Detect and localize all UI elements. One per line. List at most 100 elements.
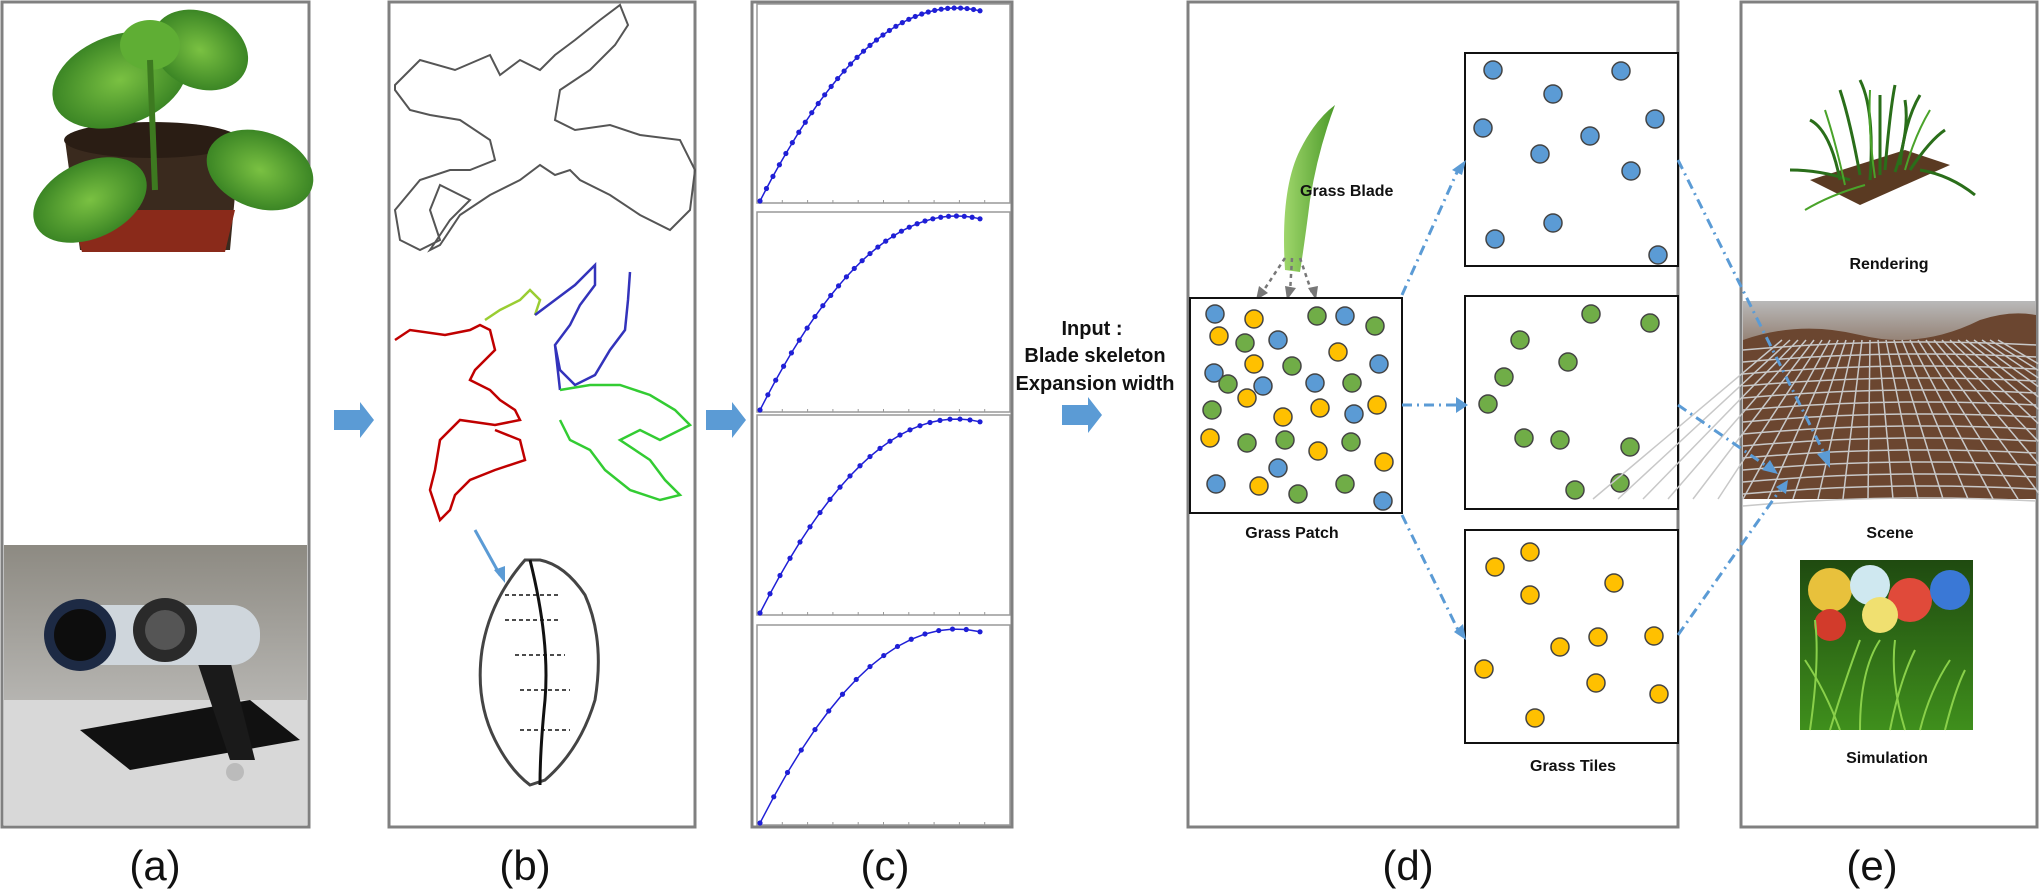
patch-dot <box>1373 491 1393 511</box>
curve-plot-1 <box>756 3 1011 204</box>
tile-dot <box>1543 84 1563 104</box>
tile-dot <box>1485 229 1505 249</box>
tile-dot <box>1558 352 1578 372</box>
patch-dot <box>1218 374 1238 394</box>
panel-e: Rendering Scene Simulation <box>1592 0 2039 829</box>
patch-dot <box>1342 373 1362 393</box>
tile-to-scene-arrows <box>1676 159 1827 636</box>
tile-dot <box>1620 437 1640 457</box>
patch-dot <box>1209 326 1229 346</box>
input-annotation: Input : Blade skeleton Expansion width <box>1016 318 1175 433</box>
leaf-contour-red <box>394 323 527 523</box>
panel-e-label: (e) <box>1846 842 1897 889</box>
patch-dot <box>1365 316 1385 336</box>
panel-d-label: (d) <box>1382 842 1433 889</box>
tile-dot <box>1604 573 1624 593</box>
tile-dot <box>1485 557 1505 577</box>
patch-dot <box>1282 356 1302 376</box>
patch-dot <box>1244 309 1264 329</box>
tile-dot <box>1565 480 1585 500</box>
tile-dot <box>1581 304 1601 324</box>
patch-dot <box>1275 430 1295 450</box>
tile-dot <box>1510 330 1530 350</box>
tile-dot <box>1550 637 1570 657</box>
tile-dot <box>1645 109 1665 129</box>
patch-dot <box>1253 376 1273 396</box>
patch-dot <box>1268 458 1288 478</box>
leaf-contour-yellowgreen <box>484 288 542 322</box>
patch-dot <box>1205 304 1225 324</box>
patch-dot <box>1237 388 1257 408</box>
panel-a-label: (a) <box>129 842 180 889</box>
curve-plot-4 <box>756 624 1011 826</box>
patch-dot <box>1310 398 1330 418</box>
patch-dot <box>1367 395 1387 415</box>
patch-dot <box>1273 407 1293 427</box>
patch-dot <box>1244 354 1264 374</box>
blade-dashed-arrows <box>1260 257 1314 294</box>
patch-dot <box>1268 330 1288 350</box>
simulation-image <box>1800 560 1973 731</box>
tile-dot <box>1473 118 1493 138</box>
curve-plot-2 <box>756 211 1011 413</box>
tile-dot <box>1640 313 1660 333</box>
scene-label: Scene <box>1866 525 1913 542</box>
tile-dot <box>1649 684 1669 704</box>
patch-dot <box>1344 404 1364 424</box>
patch-dot <box>1249 476 1269 496</box>
patch-dot <box>1237 433 1257 453</box>
tile-dot <box>1494 367 1514 387</box>
simulation-label: Simulation <box>1846 750 1928 767</box>
tile-dot <box>1644 626 1664 646</box>
tile-dot <box>1525 708 1545 728</box>
curve-plot-3 <box>756 414 1011 616</box>
patch-dot <box>1235 333 1255 353</box>
patch-dot <box>1307 306 1327 326</box>
tile-blue-box <box>1464 52 1679 267</box>
tile-dot <box>1520 542 1540 562</box>
plant-photo <box>33 9 314 252</box>
arrow-to-leaf <box>473 529 502 576</box>
tile-dot <box>1483 60 1503 80</box>
scene-image <box>1592 301 2039 507</box>
patch-to-tile-arrows <box>1400 169 1460 631</box>
patch-dot <box>1335 474 1355 494</box>
tile-dot <box>1550 430 1570 450</box>
leaf-contour-green <box>558 383 693 502</box>
leaf-contour-grey <box>393 3 697 253</box>
input-line2: Blade skeleton <box>1024 345 1165 367</box>
grass-tile-dots <box>1473 60 1669 728</box>
tile-dot <box>1580 126 1600 146</box>
input-line3: Expansion width <box>1016 373 1175 395</box>
tile-dot <box>1478 394 1498 414</box>
webcam-photo <box>4 545 307 825</box>
grass-blade-image <box>1284 105 1335 272</box>
input-line1: Input : <box>1061 318 1122 340</box>
panel-d: Grass Blade Grass Patch Grass Tiles <box>1186 0 1680 829</box>
patch-dot <box>1200 428 1220 448</box>
rendering-image <box>1789 79 1976 211</box>
arrow-c-to-d <box>1062 397 1102 433</box>
rendering-label: Rendering <box>1849 256 1928 273</box>
patch-dot <box>1374 452 1394 472</box>
tile-dot <box>1543 213 1563 233</box>
panel-c <box>750 0 1014 829</box>
leaf-contour-blue <box>534 261 632 391</box>
grass-blade-label: Grass Blade <box>1300 183 1393 200</box>
leaf-skeleton <box>478 558 600 787</box>
panel-a <box>0 0 314 829</box>
patch-dot <box>1202 400 1222 420</box>
patch-dot <box>1335 306 1355 326</box>
patch-dot <box>1305 373 1325 393</box>
tile-dot <box>1474 659 1494 679</box>
arrow-b-to-c <box>706 402 746 438</box>
patch-dot <box>1206 474 1226 494</box>
tile-dot <box>1514 428 1534 448</box>
patch-dot <box>1328 342 1348 362</box>
tile-dot <box>1530 144 1550 164</box>
patch-dot <box>1341 432 1361 452</box>
patch-dot <box>1288 484 1308 504</box>
patch-dot <box>1204 363 1224 383</box>
patch-dot <box>1369 354 1389 374</box>
